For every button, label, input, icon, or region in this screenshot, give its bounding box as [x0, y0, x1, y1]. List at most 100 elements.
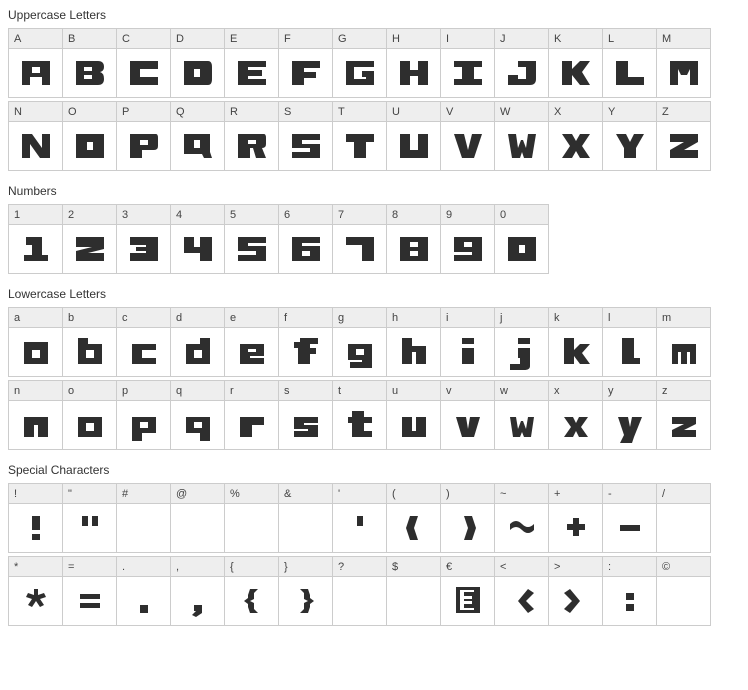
char-cell: U: [386, 101, 441, 171]
char-label: K: [549, 29, 602, 49]
char-glyph: [549, 328, 602, 376]
char-cell: c: [116, 307, 171, 377]
char-glyph: [225, 122, 278, 170]
char-glyph: [603, 122, 656, 170]
char-label: !: [9, 484, 62, 504]
char-glyph: [225, 504, 278, 552]
char-glyph: [225, 328, 278, 376]
char-cell: n: [8, 380, 63, 450]
char-label: l: [603, 308, 656, 328]
char-label: y: [603, 381, 656, 401]
char-label: H: [387, 29, 440, 49]
char-glyph: [117, 577, 170, 625]
char-cell: H: [386, 28, 441, 98]
char-glyph: [603, 577, 656, 625]
char-cell: 0: [494, 204, 549, 274]
char-label: 5: [225, 205, 278, 225]
char-cell: %: [224, 483, 279, 553]
char-label: #: [117, 484, 170, 504]
char-glyph: [441, 401, 494, 449]
char-label: a: [9, 308, 62, 328]
char-glyph: [657, 577, 710, 625]
char-cell: T: [332, 101, 387, 171]
char-glyph: [9, 328, 62, 376]
char-glyph: [117, 328, 170, 376]
char-cell: Q: [170, 101, 225, 171]
char-cell: !: [8, 483, 63, 553]
char-label: d: [171, 308, 224, 328]
char-cell: a: [8, 307, 63, 377]
char-cell: l: [602, 307, 657, 377]
char-glyph: [441, 504, 494, 552]
char-glyph: [549, 504, 602, 552]
char-label: X: [549, 102, 602, 122]
char-glyph: [549, 49, 602, 97]
char-glyph: [225, 401, 278, 449]
char-cell: f: [278, 307, 333, 377]
char-cell: s: [278, 380, 333, 450]
char-label: s: [279, 381, 332, 401]
section-3: Special Characters!"#@%&'()~+-/*=.,{}?$€…: [8, 463, 740, 625]
char-label: $: [387, 557, 440, 577]
char-grid: abcdefghijklmnopqrstuvwxyz: [8, 307, 740, 449]
char-glyph: [63, 122, 116, 170]
char-cell: L: [602, 28, 657, 98]
char-label: }: [279, 557, 332, 577]
char-label: L: [603, 29, 656, 49]
section-title: Lowercase Letters: [8, 287, 740, 301]
char-glyph: [225, 49, 278, 97]
char-label: j: [495, 308, 548, 328]
char-glyph: [387, 49, 440, 97]
char-glyph: [63, 328, 116, 376]
char-glyph: [117, 401, 170, 449]
char-glyph: [387, 401, 440, 449]
char-glyph: [63, 225, 116, 273]
char-cell: R: [224, 101, 279, 171]
char-cell: -: [602, 483, 657, 553]
char-label: ~: [495, 484, 548, 504]
char-cell: :: [602, 556, 657, 626]
char-cell: D: [170, 28, 225, 98]
char-cell: P: [116, 101, 171, 171]
char-cell: i: [440, 307, 495, 377]
char-cell: t: [332, 380, 387, 450]
char-cell: =: [62, 556, 117, 626]
char-glyph: [333, 328, 386, 376]
char-glyph: [171, 577, 224, 625]
char-label: b: [63, 308, 116, 328]
char-cell: Z: [656, 101, 711, 171]
char-glyph: [441, 577, 494, 625]
char-label: *: [9, 557, 62, 577]
char-cell: d: [170, 307, 225, 377]
char-label: Q: [171, 102, 224, 122]
char-glyph: [279, 401, 332, 449]
char-label: q: [171, 381, 224, 401]
char-cell: J: [494, 28, 549, 98]
char-glyph: [63, 49, 116, 97]
char-glyph: [657, 401, 710, 449]
char-label: ©: [657, 557, 710, 577]
char-glyph: [225, 225, 278, 273]
char-cell: j: [494, 307, 549, 377]
char-cell: Y: [602, 101, 657, 171]
char-glyph: [9, 577, 62, 625]
char-cell: *: [8, 556, 63, 626]
char-label: W: [495, 102, 548, 122]
char-label: o: [63, 381, 116, 401]
char-label: 0: [495, 205, 548, 225]
char-grid: ABCDEFGHIJKLMNOPQRSTUVWXYZ: [8, 28, 740, 170]
char-cell: O: [62, 101, 117, 171]
char-glyph: [495, 225, 548, 273]
char-label: T: [333, 102, 386, 122]
char-label: %: [225, 484, 278, 504]
char-label: n: [9, 381, 62, 401]
char-glyph: [387, 577, 440, 625]
char-cell: .: [116, 556, 171, 626]
char-cell: (: [386, 483, 441, 553]
char-cell: y: [602, 380, 657, 450]
char-glyph: [333, 577, 386, 625]
char-label: i: [441, 308, 494, 328]
char-label: ,: [171, 557, 224, 577]
char-cell: E: [224, 28, 279, 98]
char-label: F: [279, 29, 332, 49]
